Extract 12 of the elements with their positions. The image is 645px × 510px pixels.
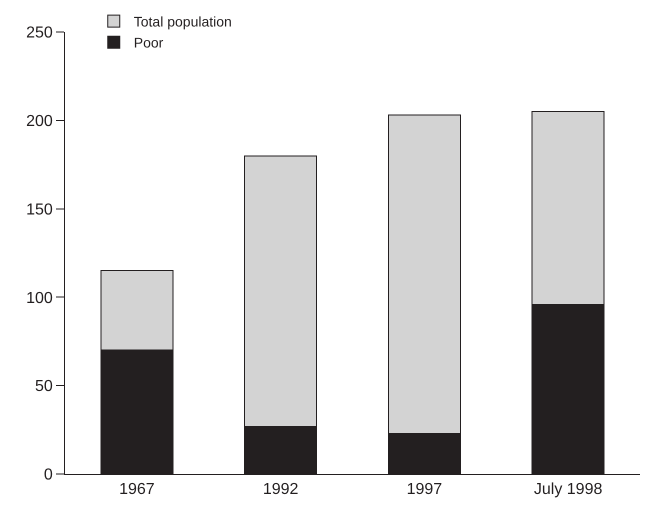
legend-label: Total population xyxy=(134,14,232,30)
y-tick-label: 200 xyxy=(26,113,53,130)
y-tick-label: 150 xyxy=(26,201,53,218)
x-tick-label: 1992 xyxy=(262,481,299,498)
x-tick-label: 1997 xyxy=(406,481,442,498)
legend-label: Poor xyxy=(134,34,164,51)
y-tick-label: 250 xyxy=(26,24,53,42)
y-tick-label: 0 xyxy=(44,466,53,484)
y-tick-label: 100 xyxy=(26,290,53,307)
x-tick-label: July 1998 xyxy=(534,481,602,498)
x-tick-label: 1967 xyxy=(119,481,155,498)
y-tick-label: 50 xyxy=(35,378,53,396)
